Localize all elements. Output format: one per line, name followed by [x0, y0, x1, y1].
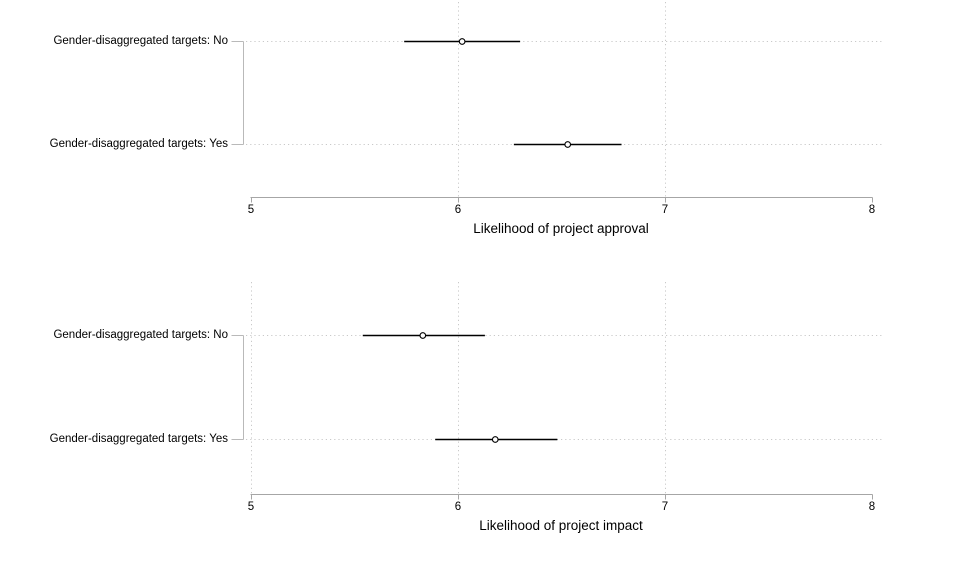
estimate-marker — [491, 436, 499, 443]
x-tick-label: 5 — [247, 204, 255, 216]
x-tick-label: 6 — [454, 204, 462, 216]
estimate-marker — [419, 332, 427, 339]
category-label-approval-yes: Gender-disaggregated targets: Yes — [49, 138, 228, 150]
x-axis-title-approval: Likelihood of project approval — [473, 221, 649, 236]
estimate-marker — [564, 141, 572, 148]
x-tick-label: 6 — [454, 501, 462, 513]
estimate-marker — [458, 38, 466, 45]
category-label-approval-no: Gender-disaggregated targets: No — [53, 35, 228, 47]
x-tick-label: 5 — [247, 501, 255, 513]
category-label-impact-yes: Gender-disaggregated targets: Yes — [49, 433, 228, 445]
x-tick-label: 7 — [661, 501, 669, 513]
category-label-impact-no: Gender-disaggregated targets: No — [53, 329, 228, 341]
x-tick-label: 8 — [868, 204, 876, 216]
x-tick-label: 8 — [868, 501, 876, 513]
x-axis-title-impact: Likelihood of project impact — [479, 518, 643, 533]
x-tick-label: 7 — [661, 204, 669, 216]
